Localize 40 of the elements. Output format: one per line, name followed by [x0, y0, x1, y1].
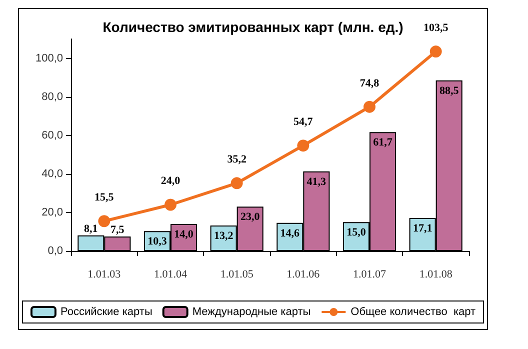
x-tick-label: 1.01.06 [286, 268, 320, 280]
x-tick-label: 1.01.04 [154, 268, 188, 280]
data-label: 13,2 [214, 230, 234, 242]
y-tick-label: 40,0 [42, 168, 63, 180]
data-label: 88,5 [439, 84, 460, 97]
data-label: 74,8 [360, 77, 380, 90]
chart-title: Количество эмитированных карт (млн. ед.) [102, 19, 404, 35]
data-label: 7,5 [110, 224, 125, 236]
y-tick-label: 60,0 [42, 129, 63, 142]
data-label: 17,1 [412, 222, 432, 235]
point [430, 46, 442, 58]
data-label: 15,5 [94, 192, 114, 204]
data-label: 14,0 [174, 228, 194, 241]
data-label: 15,0 [346, 226, 366, 239]
data-label: 61,7 [373, 136, 393, 149]
legend-label: Общее количество карт [350, 306, 476, 318]
data-label: 35,2 [227, 154, 247, 166]
data-label: 103,5 [423, 22, 449, 34]
data-label: 41,3 [306, 176, 327, 188]
data-label: 23,0 [240, 211, 260, 224]
y-tick-label: 0,0 [48, 245, 63, 257]
x-tick-label: 1.01.08 [419, 268, 453, 280]
x-tick-label: 1.01.05 [220, 268, 254, 280]
data-label: 10,3 [148, 236, 168, 248]
data-label: 24,0 [160, 175, 181, 188]
y-tick-label: 100,0 [35, 52, 63, 64]
data-label: 54,7 [294, 116, 314, 128]
point [230, 177, 243, 190]
legend-label: Российские карты [60, 306, 152, 318]
point [297, 140, 310, 152]
data-label: 8,1 [84, 222, 98, 235]
y-tick-label: 80,0 [42, 90, 63, 103]
legend-label: Международные карты [192, 306, 311, 318]
data-label: 14,6 [280, 227, 300, 240]
point [98, 215, 110, 228]
point [164, 198, 176, 211]
x-tick-label: 1.01.03 [88, 268, 122, 280]
point [364, 100, 376, 113]
x-tick-label: 1.01.07 [353, 268, 386, 280]
y-tick-label: 20,0 [42, 206, 63, 218]
